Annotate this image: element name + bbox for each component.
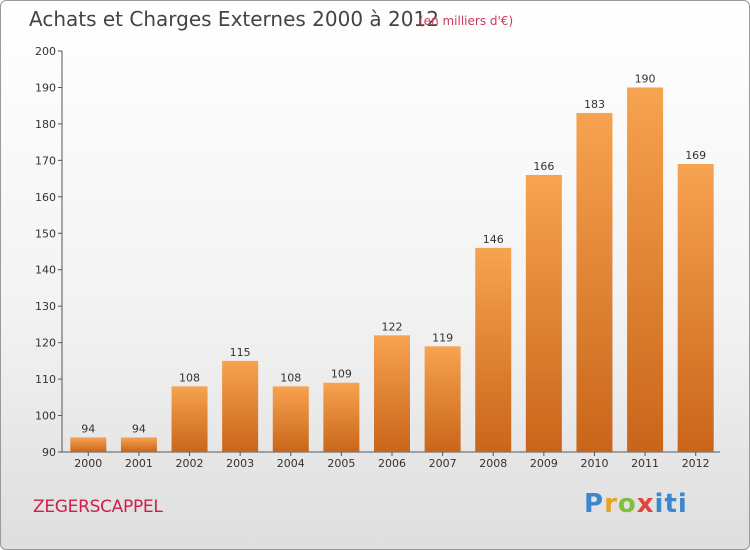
- bar: [70, 437, 107, 452]
- chart-title: Achats et Charges Externes 2000 à 2012: [29, 7, 439, 31]
- x-tick-label: 2004: [277, 457, 305, 470]
- bar: [576, 112, 613, 453]
- bar: [222, 360, 259, 452]
- y-tick-label: 110: [35, 373, 56, 386]
- x-tick-label: 2006: [378, 457, 406, 470]
- chart-subtitle: (en milliers d'€): [419, 14, 514, 28]
- bar-value-label: 94: [132, 422, 146, 435]
- bar: [171, 386, 208, 452]
- bar: [323, 382, 360, 452]
- x-tick-label: 2008: [479, 457, 507, 470]
- bar: [374, 335, 410, 452]
- bar-value-label: 115: [230, 346, 251, 359]
- bar: [475, 247, 512, 452]
- bar-value-label: 183: [584, 98, 605, 111]
- bar: [272, 386, 309, 452]
- y-tick-label: 90: [42, 446, 56, 459]
- bar-value-label: 122: [382, 320, 403, 333]
- y-tick-label: 190: [35, 81, 56, 94]
- bar-value-label: 169: [685, 149, 706, 162]
- bar: [120, 437, 157, 452]
- bar-value-label: 108: [280, 371, 301, 384]
- bars: 94 94 108 115 108 109 122 119 146 166 183 190 169: [70, 72, 714, 453]
- y-tick-label: 180: [35, 118, 56, 131]
- bar-value-label: 190: [635, 72, 656, 85]
- x-tick-label: 2012: [682, 457, 710, 470]
- y-tick-label: 200: [35, 45, 56, 58]
- bar-value-label: 108: [179, 371, 200, 384]
- x-tick-label: 2009: [530, 457, 558, 470]
- y-tick-label: 100: [35, 410, 56, 423]
- proxiti-logo[interactable]: Proxiti: [584, 489, 688, 519]
- y-tick-label: 170: [35, 154, 56, 167]
- y-tick-label: 120: [35, 337, 56, 350]
- bar-value-label: 166: [533, 160, 554, 173]
- axes: 90 100 110 120 130 140 150 160 170 180 190 200 2000 2…: [35, 45, 720, 470]
- x-tick-label: 2003: [226, 457, 254, 470]
- place-name: ZEGERSCAPPEL: [33, 497, 163, 517]
- x-tick-label: 2000: [74, 457, 102, 470]
- x-tick-label: 2007: [429, 457, 457, 470]
- x-tick-label: 2001: [125, 457, 153, 470]
- bar-value-label: 146: [483, 233, 504, 246]
- bar: [627, 87, 664, 453]
- bar: [677, 164, 714, 452]
- x-tick-label: 2005: [327, 457, 355, 470]
- bar: [525, 174, 562, 453]
- x-tick-label: 2010: [580, 457, 608, 470]
- x-tick-label: 2002: [176, 457, 204, 470]
- x-tick-label: 2011: [631, 457, 659, 470]
- bar-value-label: 119: [432, 331, 453, 344]
- y-tick-label: 150: [35, 227, 56, 240]
- y-tick-label: 160: [35, 191, 56, 204]
- y-tick-label: 130: [35, 300, 56, 313]
- bar: [424, 346, 461, 452]
- y-tick-label: 140: [35, 264, 56, 277]
- bar-value-label: 109: [331, 368, 352, 381]
- bar-value-label: 94: [81, 422, 95, 435]
